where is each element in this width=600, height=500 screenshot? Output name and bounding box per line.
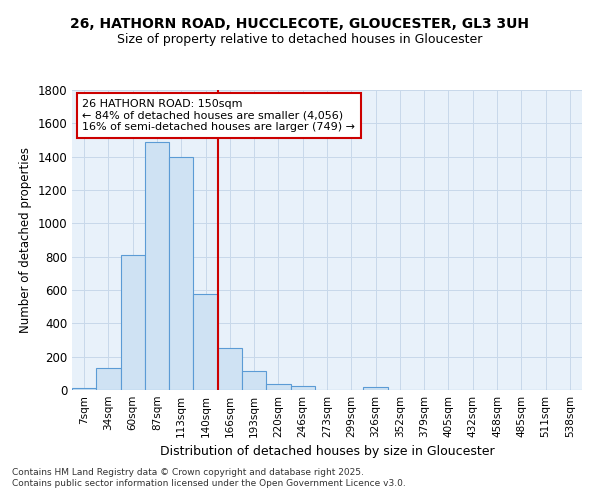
Bar (364, 386, 388, 390)
Bar (218, 348, 242, 390)
Bar (290, 386, 315, 390)
Text: Contains HM Land Registry data © Crown copyright and database right 2025.
Contai: Contains HM Land Registry data © Crown c… (12, 468, 406, 487)
Bar (72, 388, 96, 390)
Bar (96, 368, 121, 390)
Bar (121, 255, 145, 390)
Bar (145, 142, 169, 390)
Bar (193, 294, 218, 390)
Text: 26, HATHORN ROAD, HUCCLECOTE, GLOUCESTER, GL3 3UH: 26, HATHORN ROAD, HUCCLECOTE, GLOUCESTER… (71, 18, 530, 32)
Bar (242, 371, 266, 390)
Bar (169, 156, 193, 390)
Bar (266, 384, 290, 390)
Text: 26 HATHORN ROAD: 150sqm
← 84% of detached houses are smaller (4,056)
16% of semi: 26 HATHORN ROAD: 150sqm ← 84% of detache… (82, 99, 355, 132)
Text: Size of property relative to detached houses in Gloucester: Size of property relative to detached ho… (118, 32, 482, 46)
Y-axis label: Number of detached properties: Number of detached properties (19, 147, 32, 333)
X-axis label: Distribution of detached houses by size in Gloucester: Distribution of detached houses by size … (160, 446, 494, 458)
